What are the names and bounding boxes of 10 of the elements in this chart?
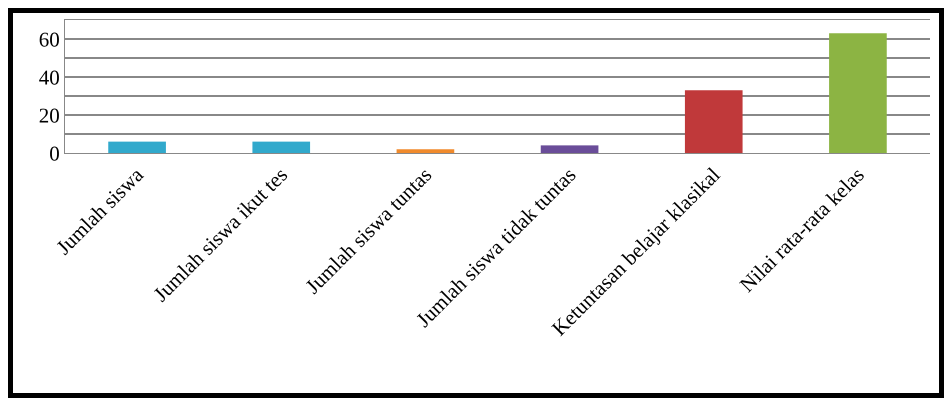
y-tick-label: 40: [38, 65, 60, 90]
bar: [829, 33, 887, 153]
bar: [108, 142, 166, 153]
y-tick-label: 60: [38, 27, 60, 52]
bar: [252, 142, 310, 153]
y-tick-label: 20: [38, 103, 60, 128]
y-tick-label: 0: [49, 141, 60, 166]
bar: [540, 145, 598, 153]
bar: [684, 90, 743, 153]
bar: [396, 149, 454, 153]
